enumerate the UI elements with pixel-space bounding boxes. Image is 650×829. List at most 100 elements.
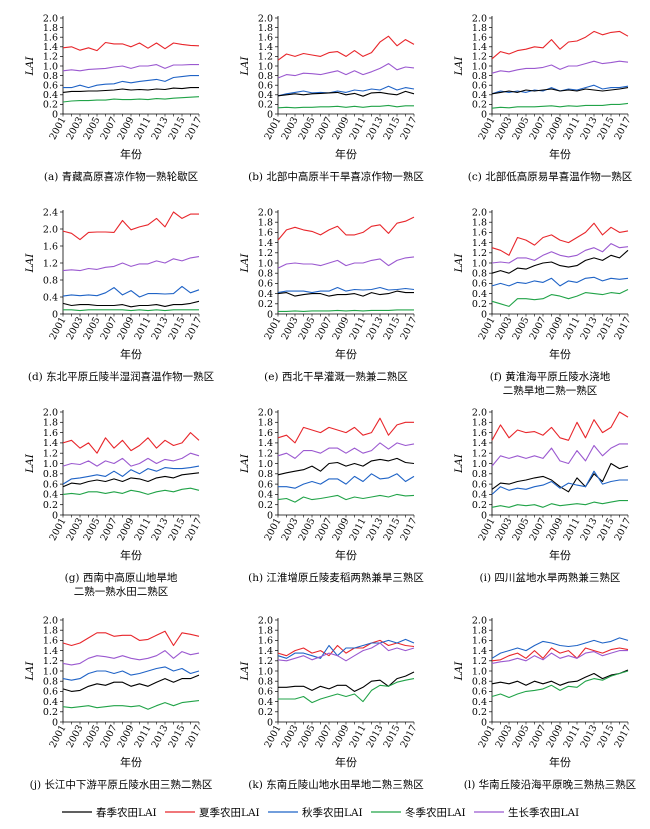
x-tick-label: 2017 [184, 516, 205, 543]
chart-panels: 00.20.40.60.81.01.21.41.61.82.0200120032… [24, 13, 636, 791]
panel-caption: (k) 东南丘陵山地水田旱地二熟三熟区 [248, 778, 423, 791]
y-tick-label: 1.2 [43, 656, 58, 667]
panel-caption: (a) 青藏高原喜凉作物一熟轮歇区 [44, 170, 198, 183]
y-tick-label: 2.0 [472, 407, 487, 418]
legend-label: 生长季农田LAI [508, 806, 579, 819]
series-line-autumn [491, 84, 629, 95]
y-tick-label: 1.0 [43, 666, 58, 677]
y-tick-label: 1.8 [472, 23, 487, 34]
series-line-summer [491, 222, 629, 256]
series-line-summer [62, 211, 199, 241]
series-line-autumn [62, 285, 200, 298]
y-tick-label: 0 [481, 109, 487, 120]
series-line-summer [62, 630, 200, 647]
y-tick-label: 1.0 [258, 459, 273, 470]
series-line-autumn [62, 666, 200, 681]
y-tick-label: 0.8 [258, 71, 273, 82]
y-tick-label: 1.6 [43, 636, 58, 647]
y-tick-label: 1.2 [43, 449, 58, 460]
y-tick-label: 1.6 [472, 428, 487, 439]
y-tick-label: 0.8 [472, 71, 487, 82]
y-tick-label: 0.4 [258, 490, 273, 501]
y-axis-label: LAI [453, 453, 465, 474]
x-tick-label: 2017 [613, 723, 634, 750]
series-line-winter [63, 309, 199, 312]
series-line-winter [278, 678, 415, 704]
series-line-season [491, 650, 628, 664]
legend-item-autumn: 秋季农田LAI [268, 806, 363, 819]
y-tick-label: 0 [481, 309, 487, 320]
panel-caption: (h) 江淮增原丘陵麦稻两熟兼旱三熟区 [248, 571, 424, 584]
y-tick-label: 1.4 [258, 438, 273, 449]
y-tick-label: 0.8 [43, 469, 58, 480]
series-line-spring [491, 87, 629, 95]
y-tick-label: 0.2 [43, 100, 58, 111]
x-tick-label: 2017 [184, 115, 205, 142]
y-tick-label: 0.2 [43, 500, 58, 511]
x-tick-label: 2017 [399, 315, 420, 342]
series-line-season [62, 256, 200, 272]
y-tick-label: 1.4 [43, 42, 58, 53]
y-tick-label: 1.8 [43, 626, 58, 637]
series-line-autumn [63, 75, 199, 89]
series-line-summer [491, 647, 629, 662]
x-tick-label: 2017 [613, 315, 634, 342]
y-tick-label: 0 [52, 717, 58, 728]
y-tick-label: 0.6 [258, 81, 273, 92]
y-tick-label: 0 [52, 109, 58, 120]
y-tick-label: 1.8 [258, 418, 273, 429]
y-axis-label: LAI [24, 661, 36, 682]
chart-panel-d: 00.40.81.21.62.02.4200120032005200720092… [24, 207, 214, 383]
panel-caption: (d) 东北平原丘陵半湿润喜温作物一熟区 [28, 370, 214, 383]
y-tick-label: 1.6 [472, 228, 487, 239]
y-tick-label: 0 [267, 717, 273, 728]
y-tick-label: 1.8 [43, 418, 58, 429]
y-tick-label: 1.4 [43, 438, 58, 449]
y-axis-label: LAI [453, 253, 465, 274]
y-tick-label: 1.8 [43, 23, 58, 34]
series-line-summer [491, 30, 629, 60]
x-axis-label: 年份 [335, 347, 357, 361]
y-tick-label: 1.6 [472, 636, 487, 647]
panel-caption: (l) 华南丘陵沿海平原晚三熟热三熟区 [464, 778, 636, 791]
series-line-spring [62, 472, 200, 488]
y-tick-label: 1.4 [472, 646, 487, 657]
panel-caption: (b) 北部中高原半干旱喜凉作物一熟区 [248, 170, 424, 183]
series-line-autumn [277, 286, 415, 294]
chart-panel-i: 00.20.40.60.81.01.21.41.61.82.0200120032… [453, 407, 634, 584]
series-line-season [491, 60, 629, 74]
series-line-winter [62, 96, 200, 103]
y-axis-label: LAI [239, 661, 251, 682]
y-tick-label: 0.8 [258, 677, 273, 688]
y-tick-label: 0.4 [43, 292, 58, 303]
x-axis-label: 年份 [549, 347, 571, 361]
y-tick-label: 1.4 [258, 42, 273, 53]
chart-panel-e: 00.20.40.60.81.01.21.41.61.82.0200120032… [239, 207, 420, 383]
y-axis-label: LAI [24, 453, 36, 474]
legend-label: 春季农田LAI [96, 806, 157, 819]
y-tick-label: 0 [481, 717, 487, 728]
y-tick-label: 1.6 [258, 428, 273, 439]
y-tick-label: 1.8 [472, 626, 487, 637]
y-tick-label: 1.0 [472, 666, 487, 677]
series-line-autumn [62, 465, 200, 485]
chart-panel-g: 00.20.40.60.81.01.21.41.61.82.0200120032… [24, 407, 205, 598]
y-tick-label: 0.8 [472, 269, 487, 280]
y-tick-label: 1.2 [258, 52, 273, 63]
y-tick-label: 1.2 [258, 449, 273, 460]
y-tick-label: 0 [52, 309, 58, 320]
y-tick-label: 0.6 [258, 687, 273, 698]
series-line-summer [62, 41, 200, 52]
y-tick-label: 1.2 [43, 258, 58, 269]
x-tick-label: 2017 [184, 315, 205, 342]
series-line-winter [62, 487, 200, 495]
y-tick-label: 0.4 [472, 490, 487, 501]
x-axis-label: 年份 [120, 147, 142, 161]
y-tick-label: 0.6 [258, 279, 273, 290]
y-tick-label: 2.0 [472, 207, 487, 218]
y-tick-label: 1.6 [258, 228, 273, 239]
y-tick-label: 0.4 [472, 697, 487, 708]
series-line-spring [277, 457, 415, 476]
series-line-spring [491, 669, 629, 686]
y-tick-label: 2.0 [258, 13, 273, 24]
